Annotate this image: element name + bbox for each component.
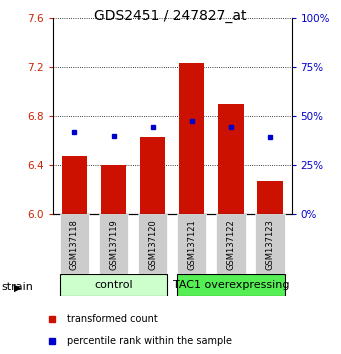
Bar xyxy=(218,104,243,214)
Bar xyxy=(177,274,285,296)
Bar xyxy=(216,214,246,274)
Bar xyxy=(99,214,128,274)
Text: control: control xyxy=(94,280,133,290)
Bar xyxy=(177,214,206,274)
Bar xyxy=(138,214,167,274)
Bar xyxy=(60,274,167,296)
Text: GSM137118: GSM137118 xyxy=(70,219,79,270)
Text: percentile rank within the sample: percentile rank within the sample xyxy=(67,336,232,346)
Bar xyxy=(62,156,87,214)
Bar xyxy=(255,214,285,274)
Text: GSM137123: GSM137123 xyxy=(266,219,275,270)
Text: transformed count: transformed count xyxy=(67,314,158,324)
Text: TAC1 overexpressing: TAC1 overexpressing xyxy=(173,280,289,290)
Text: GSM137122: GSM137122 xyxy=(226,219,235,270)
Text: GSM137120: GSM137120 xyxy=(148,219,157,270)
Text: GDS2451 / 247827_at: GDS2451 / 247827_at xyxy=(94,9,247,23)
Bar xyxy=(101,165,126,214)
Text: GSM137121: GSM137121 xyxy=(187,219,196,270)
Bar xyxy=(179,63,205,214)
Text: ▶: ▶ xyxy=(14,282,22,292)
Bar xyxy=(60,214,89,274)
Text: GSM137119: GSM137119 xyxy=(109,219,118,270)
Text: strain: strain xyxy=(2,282,33,292)
Bar xyxy=(257,181,283,214)
Bar xyxy=(140,137,165,214)
